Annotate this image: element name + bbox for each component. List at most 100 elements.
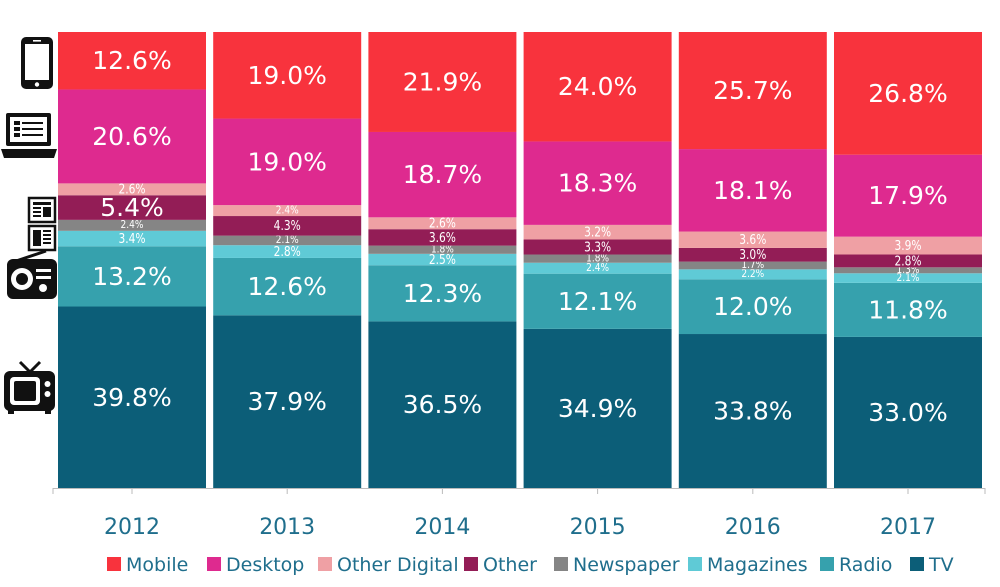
legend-swatch-newspaper [554, 557, 568, 571]
bar-radio-2012 [58, 246, 206, 307]
bars: 39.8%13.2%3.4%2.4%5.4%2.6%20.6%12.6%37.9… [58, 32, 982, 488]
bar-other-2014 [368, 229, 517, 246]
x-tick-label-2017: 2017 [880, 515, 936, 540]
bar-mobile-2013 [213, 32, 362, 119]
laptop-icon [1, 113, 57, 158]
label-radio-2014: 12.3% [403, 279, 482, 308]
bar-magazines-2015 [523, 262, 672, 274]
label-magazines-2013: 2.8% [274, 244, 301, 259]
x-tick-label-2016: 2016 [725, 515, 781, 540]
label-other-2015: 3.3% [584, 239, 611, 254]
label-mobile-2012: 12.6% [92, 46, 171, 75]
label-radio-2012: 13.2% [92, 262, 171, 291]
label-other-2017: 2.8% [894, 253, 921, 268]
bar-tv-2014 [368, 321, 517, 488]
bar-other-digital-2012 [58, 183, 206, 196]
label-desktop-2013: 19.0% [247, 147, 326, 176]
media-icons [1, 37, 57, 414]
label-other-digital-2016: 3.6% [739, 232, 766, 247]
label-magazines-2014: 2.5% [429, 252, 456, 267]
legend-label-tv: TV [928, 554, 954, 576]
bar-newspaper-2017 [834, 267, 982, 274]
legend-label-radio: Radio [839, 554, 892, 576]
label-mobile-2014: 21.9% [403, 67, 482, 96]
bar-other-2017 [834, 254, 982, 268]
bar-desktop-2012 [58, 89, 206, 184]
x-axis: 2012 2013 2014 2015 2016 2017 [52, 488, 986, 540]
x-tick-label-2015: 2015 [570, 515, 626, 540]
bar-radio-2014 [368, 265, 517, 322]
bar-magazines-2016 [678, 269, 827, 280]
legend-label-magazines: Magazines [707, 554, 808, 576]
legend-swatch-magazines [688, 557, 702, 571]
label-desktop-2015: 18.3% [558, 169, 637, 198]
label-desktop-2016: 18.1% [713, 176, 792, 205]
label-tv-2013: 37.9% [247, 387, 326, 416]
bar-mobile-2015 [523, 32, 672, 142]
bar-tv-2012 [58, 306, 206, 488]
label-other-2016: 3.0% [739, 247, 766, 262]
label-tv-2012: 39.8% [92, 383, 171, 412]
label-tv-2015: 34.9% [558, 394, 637, 423]
bar-desktop-2014 [368, 131, 517, 218]
label-desktop-2012: 20.6% [92, 122, 171, 151]
label-mobile-2015: 24.0% [558, 72, 637, 101]
legend: Mobile Desktop Other Digital Other Newspaper… [107, 554, 954, 576]
legend-swatch-radio [820, 557, 834, 571]
legend-swatch-desktop [207, 557, 221, 571]
x-tick-label-2013: 2013 [259, 515, 315, 540]
bar-desktop-2015 [523, 141, 672, 225]
bar-newspaper-2016 [678, 261, 827, 270]
label-newspaper-2012: 2.4% [121, 219, 144, 231]
bar-other-2013 [213, 216, 362, 236]
label-radio-2017: 11.8% [868, 295, 947, 324]
label-tv-2016: 33.8% [713, 397, 792, 426]
bar-mobile-2017 [834, 32, 982, 155]
label-newspaper-2014: 1.8% [431, 244, 454, 256]
bar-magazines-2013 [213, 245, 362, 258]
label-other-digital-2013: 2.4% [276, 205, 299, 217]
legend-label-other: Other [483, 554, 537, 576]
bar-mobile-2014 [368, 32, 517, 132]
legend-swatch-tv [910, 557, 924, 571]
bar-desktop-2013 [213, 118, 362, 206]
x-tick-label-2012: 2012 [104, 515, 160, 540]
legend-swatch-other-digital [318, 557, 332, 571]
bar-radio-2017 [834, 282, 982, 337]
label-other-2013: 4.3% [274, 218, 301, 233]
label-radio-2013: 12.6% [247, 272, 326, 301]
x-tick-label-2014: 2014 [414, 515, 470, 540]
bar-newspaper-2014 [368, 245, 517, 254]
label-desktop-2014: 18.7% [403, 160, 482, 189]
label-radio-2015: 12.1% [558, 287, 637, 316]
bar-mobile-2016 [678, 32, 827, 150]
bar-other-digital-2016 [678, 231, 827, 248]
legend-label-other-digital: Other Digital [337, 554, 459, 576]
bar-other-digital-2015 [523, 224, 672, 240]
bar-other-digital-2017 [834, 236, 982, 255]
bar-mobile-2012 [58, 32, 206, 90]
label-other-digital-2014: 2.6% [429, 216, 456, 231]
radio-icon [7, 249, 57, 299]
label-tv-2017: 33.0% [868, 398, 947, 427]
bar-tv-2016 [678, 334, 827, 488]
legend-swatch-other [464, 557, 478, 571]
bar-tv-2017 [834, 336, 982, 488]
label-magazines-2016: 2.2% [741, 268, 764, 280]
label-mobile-2013: 19.0% [247, 61, 326, 90]
bar-desktop-2016 [678, 149, 827, 232]
bar-radio-2016 [678, 279, 827, 335]
label-mobile-2016: 25.7% [713, 76, 792, 105]
bar-other-2012 [58, 195, 206, 220]
bar-other-2015 [523, 239, 672, 255]
bar-magazines-2012 [58, 230, 206, 247]
label-magazines-2015: 2.4% [586, 262, 609, 274]
bar-tv-2015 [523, 328, 672, 488]
label-other-digital-2012: 2.6% [118, 182, 145, 197]
bar-magazines-2017 [834, 273, 982, 283]
legend-label-mobile: Mobile [126, 554, 188, 576]
label-tv-2014: 36.5% [403, 390, 482, 419]
bar-tv-2013 [213, 315, 362, 488]
label-magazines-2017: 2.1% [897, 272, 920, 284]
